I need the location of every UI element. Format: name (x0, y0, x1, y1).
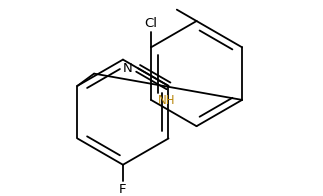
Text: NH: NH (158, 94, 175, 107)
Text: Cl: Cl (144, 17, 158, 30)
Text: F: F (119, 183, 127, 196)
Text: N: N (123, 62, 133, 75)
